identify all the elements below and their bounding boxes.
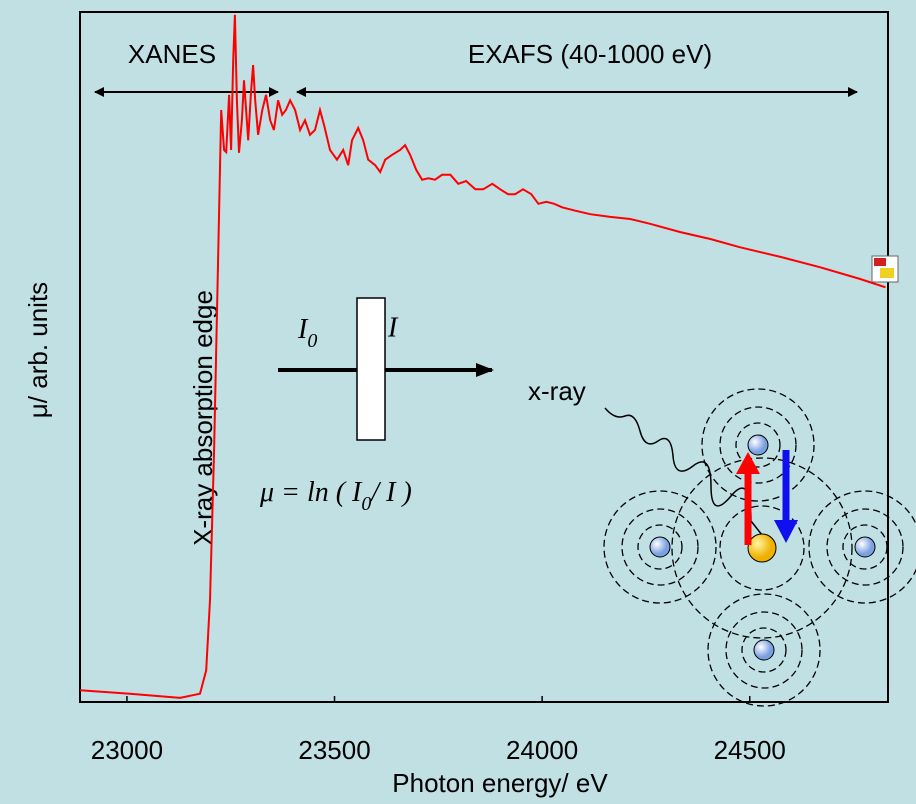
xray-label: x-ray: [528, 376, 586, 406]
exafs-label: EXAFS (40-1000 eV): [468, 39, 712, 69]
atom-diagram: [603, 388, 916, 707]
equation-part: μ = ln ( I: [259, 477, 363, 508]
x-tick-label: 24500: [714, 735, 786, 765]
plot-frame: [79, 11, 889, 703]
equation-part: / I ): [369, 477, 411, 508]
beam-out-label: I: [387, 312, 399, 343]
x-axis-label: Photon energy/ eV: [392, 768, 608, 798]
x-tick-label: 23500: [298, 735, 370, 765]
x-tick-label: 24000: [506, 735, 578, 765]
equation: μ = ln ( I0/ I ): [259, 477, 412, 514]
x-tick-label: 23000: [91, 735, 163, 765]
icon: [871, 255, 899, 283]
beam-in-sub: 0: [307, 330, 317, 352]
equation-sub: 0: [361, 493, 371, 515]
spectrum-line: [79, 14, 886, 699]
sample: [356, 297, 386, 441]
y-axis-label: μ/ arb. units: [23, 282, 53, 418]
xanes-label: XANES: [128, 39, 216, 69]
beam-in-i: I: [297, 314, 309, 345]
beam-in-label: I0: [297, 314, 317, 351]
